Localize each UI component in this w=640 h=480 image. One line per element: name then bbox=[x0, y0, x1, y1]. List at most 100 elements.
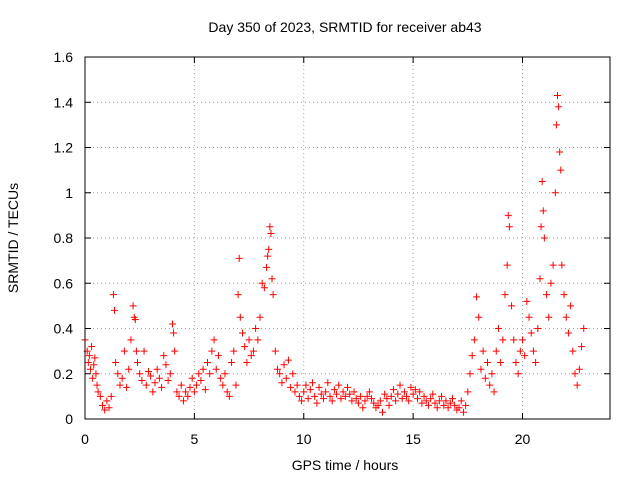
data-point bbox=[171, 347, 179, 355]
data-point bbox=[268, 275, 276, 283]
data-point bbox=[127, 336, 135, 344]
data-point bbox=[457, 397, 465, 405]
data-point bbox=[571, 370, 579, 378]
data-point bbox=[300, 388, 308, 396]
data-point bbox=[427, 395, 435, 403]
data-point bbox=[365, 388, 373, 396]
data-point bbox=[516, 347, 524, 355]
y-axis-title: SRMTID / TECUs bbox=[5, 183, 21, 293]
data-point bbox=[112, 358, 120, 366]
data-point bbox=[295, 392, 303, 400]
data-point bbox=[545, 313, 553, 321]
x-tick-label: 20 bbox=[515, 431, 531, 447]
data-point bbox=[420, 392, 428, 400]
data-point bbox=[359, 404, 367, 412]
data-point bbox=[94, 388, 102, 396]
y-tick-label: 0.2 bbox=[54, 366, 74, 382]
data-point bbox=[107, 392, 115, 400]
x-tick-label: 15 bbox=[405, 431, 421, 447]
data-point bbox=[486, 381, 494, 389]
data-point bbox=[521, 352, 529, 360]
data-point bbox=[263, 263, 271, 271]
data-point bbox=[363, 392, 371, 400]
data-point bbox=[88, 343, 96, 351]
data-point bbox=[298, 397, 306, 405]
data-point bbox=[134, 358, 141, 366]
y-tick-label: 1.4 bbox=[54, 94, 74, 110]
data-point bbox=[182, 388, 190, 396]
data-point bbox=[247, 352, 255, 360]
data-point bbox=[239, 329, 246, 337]
data-point bbox=[560, 291, 568, 299]
data-point bbox=[383, 395, 391, 403]
data-point bbox=[158, 383, 166, 391]
data-point bbox=[289, 370, 297, 378]
data-point bbox=[309, 379, 316, 387]
data-point bbox=[249, 347, 257, 355]
data-point bbox=[93, 381, 101, 389]
data-point bbox=[232, 381, 240, 389]
data-point bbox=[462, 401, 470, 409]
data-point bbox=[199, 365, 207, 373]
data-point bbox=[84, 358, 92, 366]
data-point bbox=[142, 381, 150, 389]
data-point bbox=[477, 365, 485, 373]
data-point bbox=[536, 275, 544, 283]
data-point bbox=[267, 229, 275, 237]
data-point bbox=[525, 313, 533, 321]
data-point bbox=[451, 401, 459, 409]
data-point bbox=[490, 388, 498, 396]
data-point bbox=[475, 313, 483, 321]
data-point bbox=[184, 392, 192, 400]
data-point bbox=[186, 383, 194, 391]
data-point bbox=[138, 377, 146, 385]
data-point bbox=[567, 302, 575, 310]
data-point bbox=[252, 325, 260, 332]
data-point bbox=[223, 388, 231, 396]
data-point bbox=[455, 404, 463, 412]
data-point bbox=[529, 347, 537, 355]
data-point bbox=[302, 381, 310, 389]
data-point bbox=[147, 372, 155, 380]
data-point bbox=[212, 365, 220, 373]
data-point bbox=[131, 315, 139, 323]
data-point bbox=[326, 392, 334, 400]
data-point bbox=[284, 356, 292, 364]
data-point bbox=[429, 390, 437, 398]
y-tick-label: 0 bbox=[65, 411, 73, 427]
data-point bbox=[256, 313, 264, 321]
y-tick-label: 1 bbox=[65, 185, 73, 201]
data-point bbox=[512, 358, 520, 366]
data-point bbox=[195, 370, 203, 378]
data-point bbox=[123, 383, 131, 391]
data-point bbox=[234, 291, 242, 299]
data-point bbox=[322, 388, 330, 396]
data-point bbox=[416, 388, 424, 396]
data-point bbox=[431, 399, 439, 407]
data-point bbox=[144, 367, 152, 375]
data-point bbox=[155, 374, 163, 382]
data-point bbox=[86, 365, 94, 373]
data-point bbox=[411, 386, 419, 394]
data-point bbox=[555, 103, 563, 111]
data-point bbox=[111, 306, 119, 314]
data-point bbox=[230, 347, 238, 355]
data-point bbox=[328, 397, 336, 405]
data-point bbox=[492, 347, 500, 355]
data-point bbox=[374, 401, 382, 409]
data-point bbox=[403, 392, 411, 400]
y-tick-label: 0.4 bbox=[54, 321, 74, 337]
data-point bbox=[503, 261, 511, 269]
data-point bbox=[554, 91, 561, 99]
data-point bbox=[551, 189, 559, 197]
data-point bbox=[414, 395, 421, 403]
data-point bbox=[116, 381, 124, 389]
data-point bbox=[438, 392, 446, 400]
data-point bbox=[335, 381, 343, 389]
data-point bbox=[179, 397, 187, 405]
data-point bbox=[481, 374, 489, 382]
data-point bbox=[464, 388, 472, 396]
data-point bbox=[558, 261, 566, 269]
data-point bbox=[313, 399, 321, 407]
data-point bbox=[538, 177, 546, 185]
